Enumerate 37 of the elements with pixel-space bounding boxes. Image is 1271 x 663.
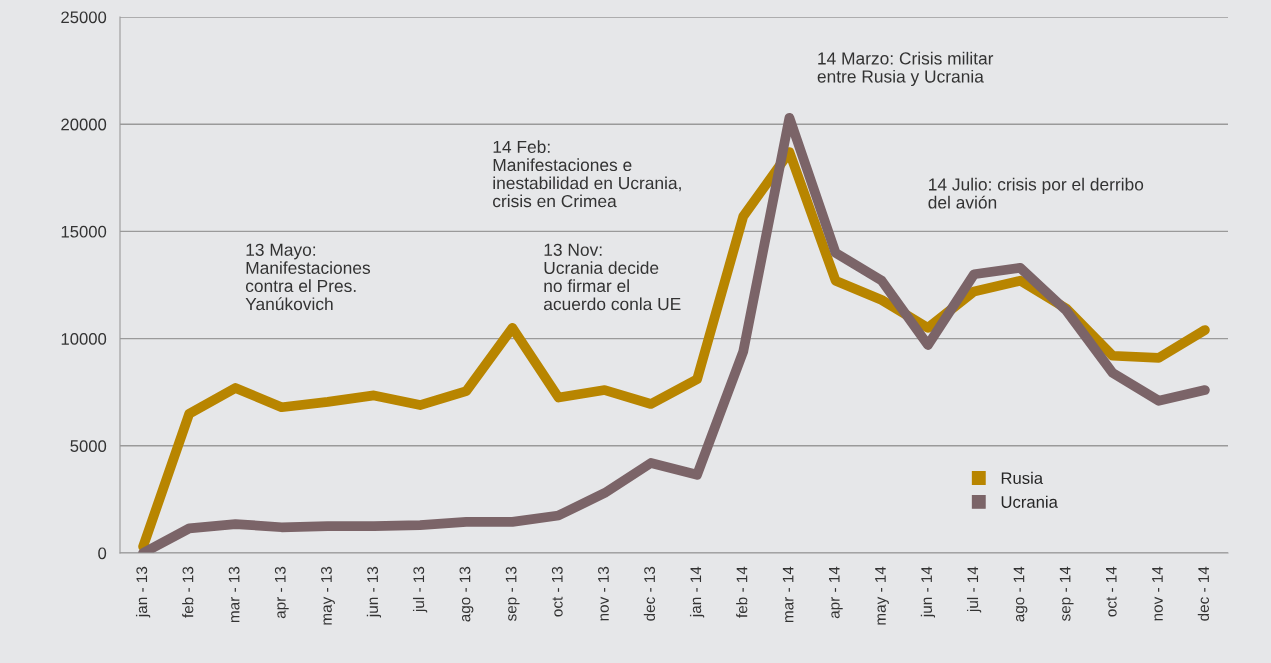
legend-label: Ucrania	[1001, 495, 1058, 508]
x-tick-label: dec - 14	[1197, 566, 1210, 621]
annotation: 14 Marzo: Crisis militar entre Rusia y Ucrania	[817, 51, 994, 87]
x-tick-label: feb - 13	[182, 566, 194, 618]
x-tick-label: jun - 13	[366, 566, 382, 618]
x-tick-label: may - 13	[321, 566, 335, 625]
y-tick-label: 15000	[61, 225, 107, 238]
x-tick-label: ago - 14	[1013, 566, 1028, 622]
x-tick-label: dec - 13	[643, 566, 656, 621]
y-tick-label: 5000	[70, 440, 107, 452]
x-tick-label: mar - 14	[782, 566, 794, 623]
x-tick-label: apr - 14	[829, 566, 843, 619]
x-tick-label: jan - 14	[689, 566, 705, 618]
y-tick-label: 20000	[61, 118, 107, 131]
x-tick-label: sep - 13	[505, 566, 520, 621]
x-tick-label: feb - 14	[736, 566, 748, 618]
x-tick-label: nov - 13	[598, 566, 609, 621]
annotation: 13 Nov: Ucrania decide no firmar el acuerdo conla UE	[543, 243, 681, 311]
x-tick-label: ago - 13	[459, 566, 474, 622]
x-tick-label: jun - 14	[920, 566, 936, 618]
x-tick-label: mar - 13	[228, 566, 240, 623]
x-tick-label: jul - 14	[966, 566, 982, 613]
x-tick-label: apr - 13	[274, 566, 289, 619]
legend-label: Rusia	[1001, 471, 1044, 485]
y-tick-label: 25000	[61, 11, 107, 24]
annotation: 14 Feb: Manifestaciones e inestabilidad en Ucrania, crisis en Crimea	[493, 140, 681, 208]
x-tick-label: nov - 14	[1152, 566, 1163, 621]
x-tick-label: jul - 13	[412, 566, 428, 613]
x-tick-label: sep - 14	[1059, 566, 1074, 621]
y-tick-label: 10000	[61, 333, 107, 345]
x-tick-label: oct - 13	[551, 566, 563, 617]
y-tick-label: 0	[98, 547, 107, 560]
x-tick-label: oct - 14	[1106, 566, 1117, 617]
annotation: 13 Mayo: Manifestaciones contra el Pres. Yanúkovich	[245, 243, 371, 311]
x-tick-label: jan - 13	[135, 566, 151, 618]
annotation: 14 Julio: crisis por el derribo del avión	[928, 177, 1144, 209]
x-tick-label: may - 14	[875, 566, 889, 625]
